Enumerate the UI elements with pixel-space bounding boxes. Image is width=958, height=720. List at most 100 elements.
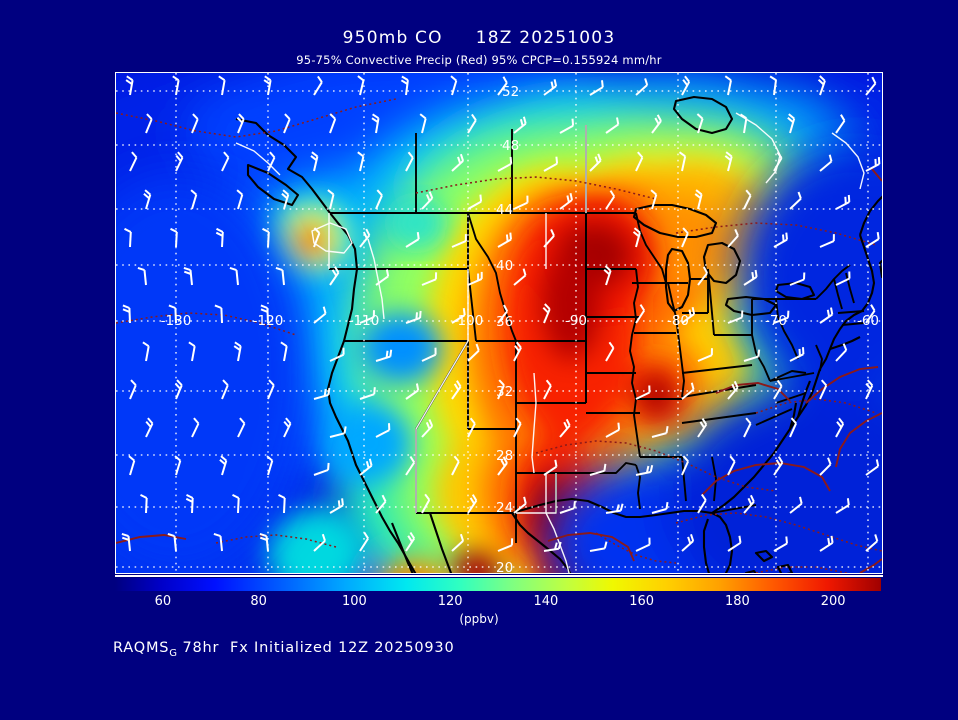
wind-barb [559, 424, 571, 438]
wind-barb [283, 118, 291, 134]
wind-barb [329, 118, 337, 134]
colorbar-unit-label: (ppbv) [459, 612, 499, 626]
wind-barb-flag [776, 151, 783, 159]
wind-barb-flag [368, 458, 373, 466]
wind-barb-flag [146, 113, 153, 120]
wind-barb-flag [866, 379, 874, 387]
wind-barb-flag [218, 75, 226, 82]
wind-barb-flag [790, 417, 797, 424]
wind-barb [145, 497, 148, 514]
wind-barb [789, 502, 803, 514]
wind-barb-flag [502, 456, 508, 464]
wind-barb-layer [121, 75, 881, 552]
wind-barb [819, 240, 835, 248]
wind-barb [651, 432, 667, 438]
wind-barb [359, 393, 375, 400]
wind-barb-flag [644, 78, 649, 86]
wind-barb-flag [174, 383, 182, 390]
wind-barb-flag [739, 113, 747, 120]
wind-barb [773, 462, 784, 476]
wind-barb-flag [147, 417, 154, 425]
wind-barb [421, 425, 433, 438]
wind-barb [743, 501, 755, 514]
wind-barb-flag [665, 426, 669, 434]
lat-label: 24 [496, 500, 513, 516]
wind-barb [789, 422, 798, 438]
wind-barb [421, 353, 437, 362]
wind-barb [220, 307, 223, 324]
wind-barb [267, 80, 272, 96]
wind-barb [865, 163, 880, 172]
wind-barb-flag [362, 231, 368, 239]
wind-barb [727, 235, 739, 248]
wind-barb [497, 544, 513, 552]
lon-label: -120 [253, 313, 284, 329]
wind-barb [605, 123, 619, 134]
wind-barb [589, 547, 605, 552]
lat-label: 44 [496, 202, 513, 218]
wind-barb [221, 384, 229, 400]
wind-barb [605, 428, 620, 438]
wind-barb [513, 423, 522, 438]
lon-label: -70 [765, 313, 787, 329]
wind-barb-flag [691, 306, 696, 315]
lat-label: 40 [496, 258, 513, 274]
wind-barb [191, 423, 200, 438]
wind-barb [681, 540, 694, 552]
wind-barb-flag [471, 494, 478, 502]
wind-barb-flag [183, 266, 191, 272]
wind-barb-flag [363, 531, 369, 539]
wind-barb [329, 504, 344, 514]
wind-barb-flag [233, 345, 241, 351]
wind-barb [681, 156, 687, 172]
wind-barb-flag [785, 232, 788, 240]
wind-barb [727, 80, 732, 96]
colorbar [115, 578, 881, 591]
wind-barb [543, 385, 552, 400]
wind-barb-flag [745, 417, 752, 425]
wind-barb-flag [682, 79, 689, 86]
wind-barb-flag [122, 304, 130, 309]
wind-barb-flag [122, 308, 130, 313]
wind-barb [235, 269, 239, 286]
wind-barb-flag [236, 189, 243, 196]
wind-barb-flag [371, 117, 379, 123]
wind-barb [773, 316, 789, 324]
wind-barb [789, 197, 802, 210]
wind-barb-flag [542, 307, 549, 314]
wind-barb-flag [168, 304, 176, 309]
wind-barb-flag [639, 304, 646, 312]
wind-barb [635, 391, 650, 400]
wind-barb-flag [424, 493, 431, 501]
wind-barb-flag [311, 151, 319, 158]
lon-label: -110 [349, 313, 380, 329]
wind-barb [359, 156, 365, 172]
wind-barb-flag [232, 494, 240, 499]
wind-barb-flag [278, 494, 286, 499]
wind-barb [497, 238, 512, 248]
wind-barb [635, 309, 646, 324]
wind-barb [635, 232, 641, 248]
wind-barb-flag [788, 113, 795, 120]
wind-barb [359, 234, 371, 248]
wind-barb [267, 231, 270, 248]
wind-barb-flag [409, 455, 416, 463]
wind-barb [129, 80, 134, 96]
wind-barb-flag [594, 156, 599, 164]
wind-barb-flag [515, 341, 522, 349]
lon-label: -90 [565, 313, 587, 329]
wind-barb [267, 157, 276, 172]
wind-barb-flag [121, 532, 129, 538]
wind-barb-flag [462, 307, 466, 316]
wind-barb-flag [128, 455, 135, 462]
wind-barb-flag [724, 155, 732, 161]
wind-barb-flag [222, 379, 229, 386]
wind-barb [405, 537, 416, 552]
wind-barb-flag [260, 308, 268, 313]
wind-barb-flag [604, 265, 612, 272]
wind-barb-flag [509, 156, 513, 164]
wind-barb [265, 535, 269, 552]
wind-barb-flag [425, 194, 431, 202]
wind-barb-flag [236, 117, 244, 124]
wind-barb-flag [177, 151, 184, 159]
